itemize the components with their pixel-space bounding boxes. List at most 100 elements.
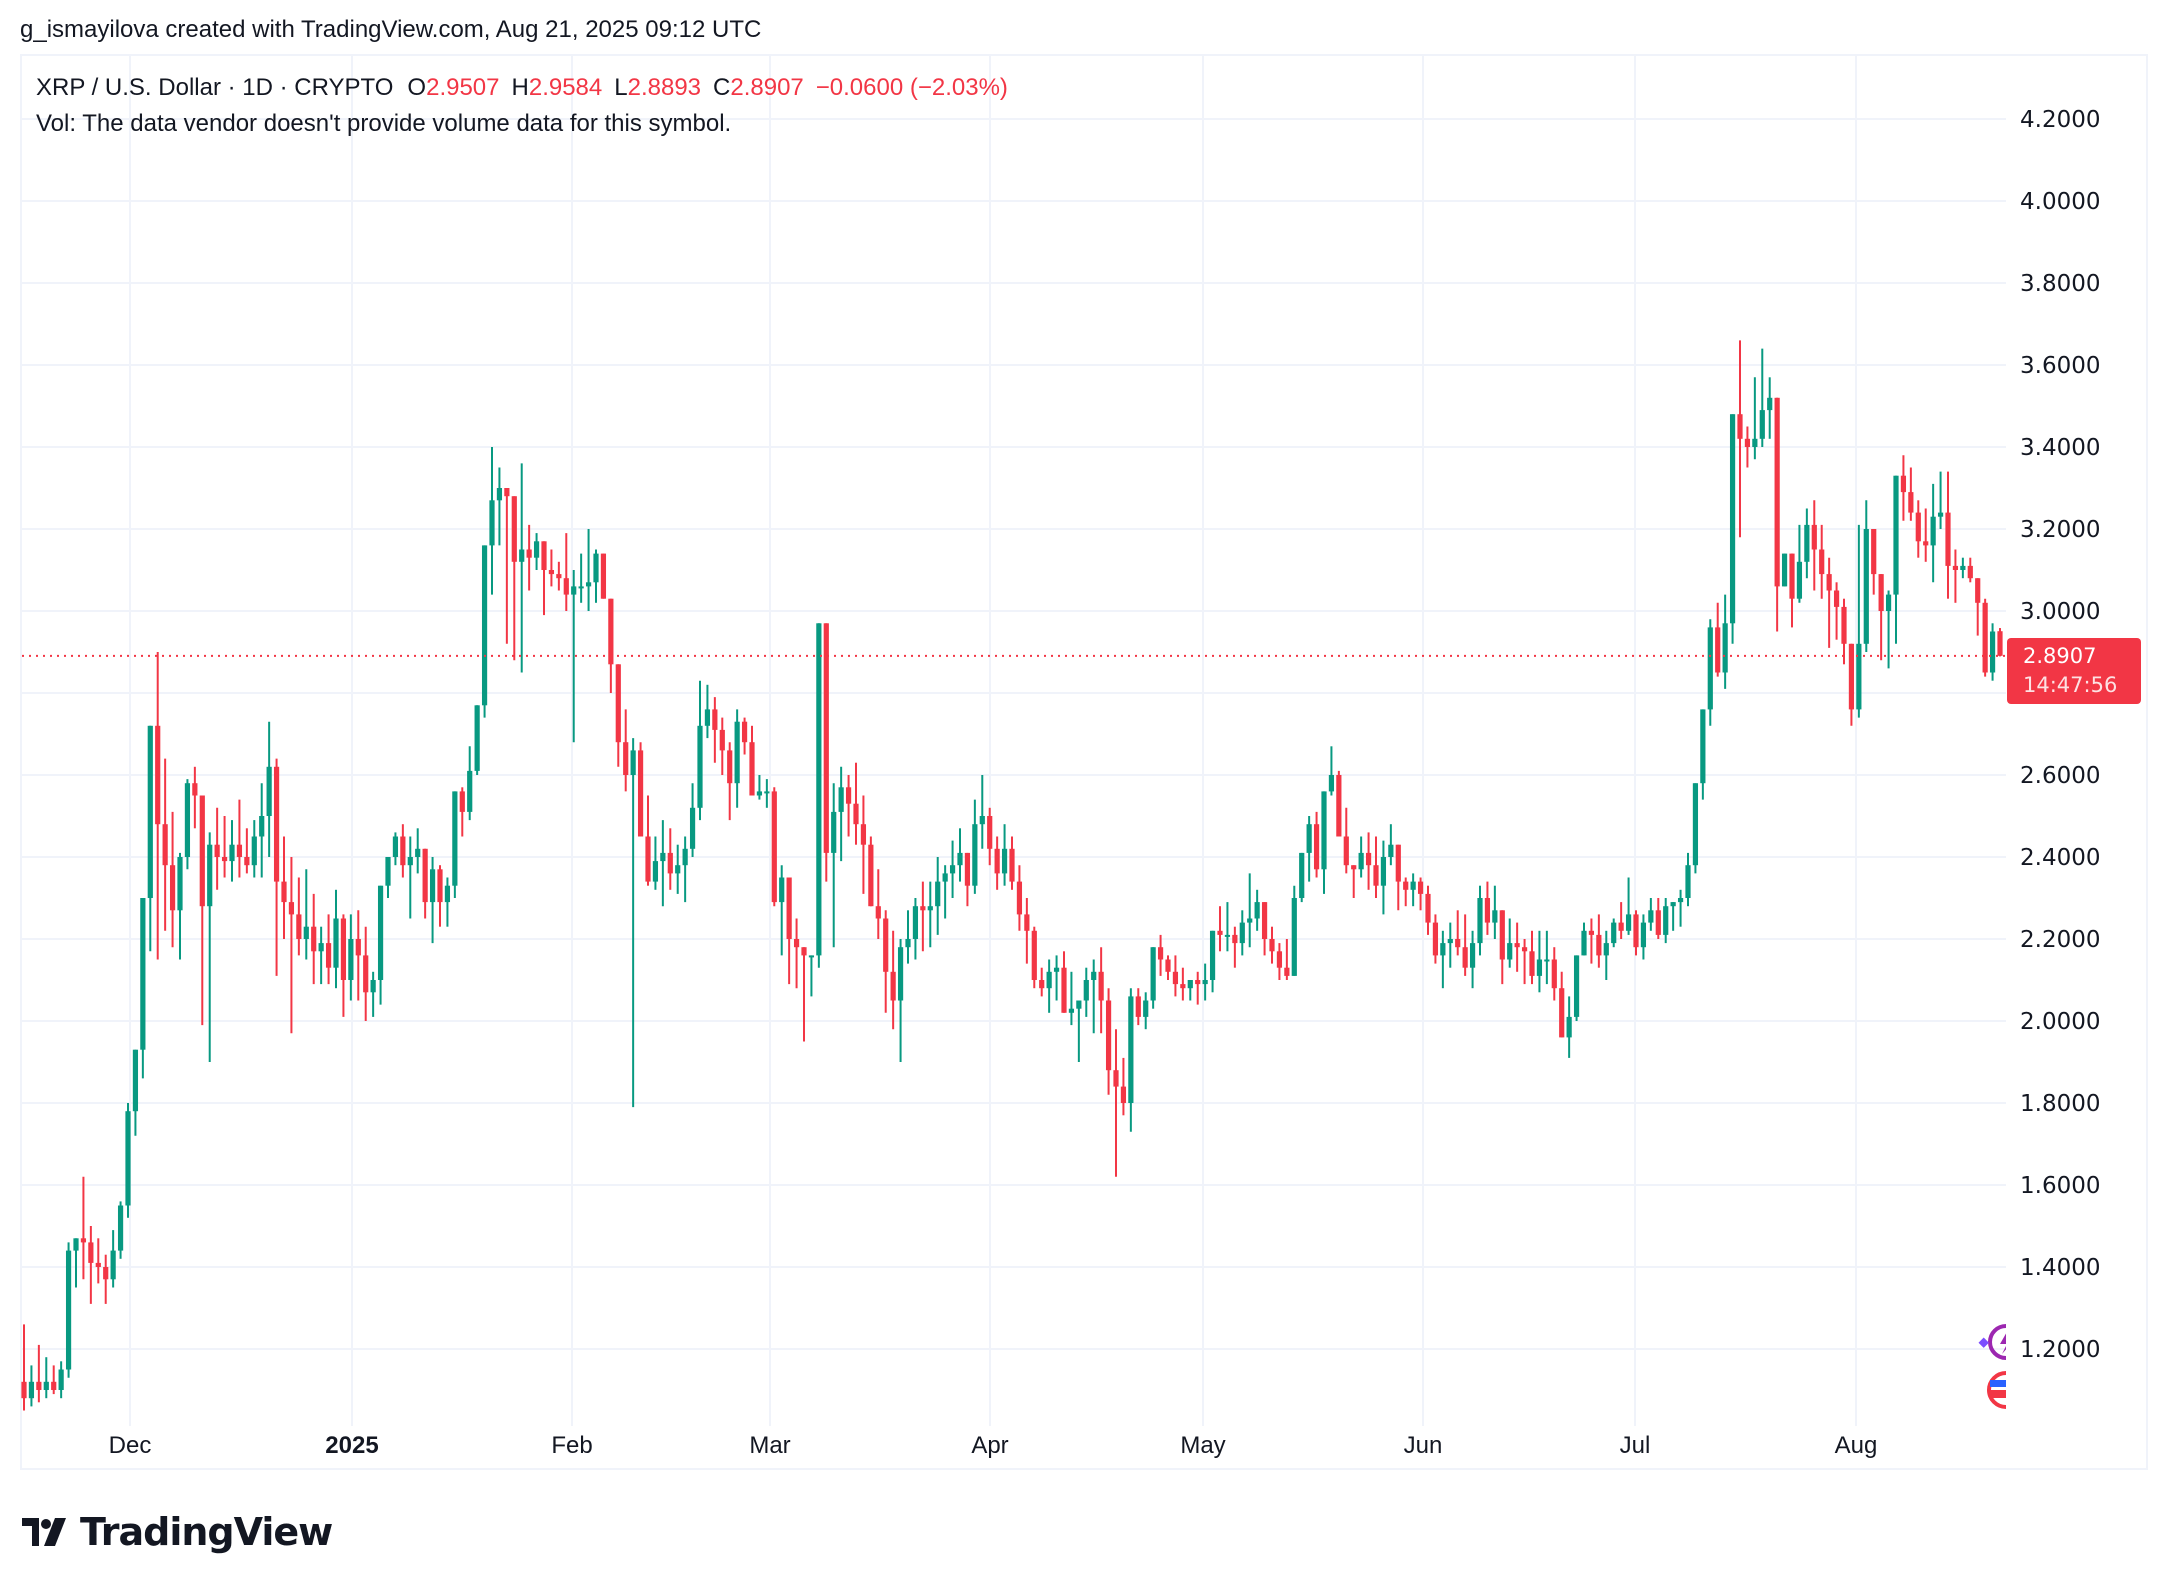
close-label: C <box>713 74 731 101</box>
candle-up <box>949 865 956 874</box>
candle-up <box>1640 922 1647 948</box>
candle-down <box>1596 934 1602 956</box>
candle-up <box>429 869 436 903</box>
tradingview-logo[interactable]: TradingView <box>22 1510 333 1554</box>
candle-down <box>1633 914 1639 948</box>
candle-down <box>563 578 569 595</box>
candle-up <box>452 791 458 886</box>
candle-up <box>979 816 985 825</box>
candle-up <box>1885 594 1892 611</box>
candle-up <box>251 836 257 866</box>
candle-down <box>1848 643 1855 710</box>
candle-up <box>28 1381 35 1399</box>
candle-up <box>1299 852 1305 898</box>
candle-down <box>1269 939 1275 952</box>
candle-up <box>682 848 688 866</box>
candle-up <box>1306 824 1312 853</box>
candle-up <box>1046 971 1052 989</box>
candle-down <box>1975 578 1981 603</box>
price-tick-label: 3.6000 <box>2020 353 2100 379</box>
close-value: 2.8907 <box>730 74 804 101</box>
candle-down <box>1165 959 1171 972</box>
candle-up <box>1469 943 1476 968</box>
candle-up <box>496 488 503 501</box>
candle-up <box>897 947 904 1001</box>
candle-up <box>1507 943 1513 960</box>
time-axis[interactable]: Dec 2025 Feb Mar Apr May Jun Jul Aug <box>109 1432 1878 1459</box>
candle-down <box>868 844 874 907</box>
candle-down <box>637 750 644 837</box>
candle-up <box>1781 553 1788 587</box>
candle-up <box>348 939 354 980</box>
candle-up <box>1856 643 1862 710</box>
candle-up <box>1091 971 1097 980</box>
candle-down <box>1016 881 1023 915</box>
candle-up <box>1648 910 1654 923</box>
candle-up <box>467 770 473 812</box>
candle-down <box>541 541 547 570</box>
candle-down <box>1336 775 1342 837</box>
candle-up <box>1291 898 1297 976</box>
candle-up <box>912 906 919 939</box>
candle-down <box>1113 1070 1119 1087</box>
ai-spark-icon[interactable] <box>1978 1324 2007 1360</box>
candle-down <box>1425 893 1431 923</box>
candle-up <box>1692 783 1699 866</box>
candle-up <box>1804 524 1810 562</box>
price-tick-label: 3.0000 <box>2020 599 2100 625</box>
candle-up <box>481 545 488 706</box>
candle-up <box>593 553 599 583</box>
candle-down <box>853 803 859 825</box>
candle-up <box>1707 627 1713 710</box>
candle-down <box>1655 910 1661 935</box>
candle-down <box>667 852 673 874</box>
symbol-title[interactable]: XRP / U.S. Dollar · 1D · CRYPTO <box>36 74 394 101</box>
tradingview-logo-icon <box>22 1518 66 1546</box>
candle-down <box>221 857 228 862</box>
candle-up <box>303 926 309 939</box>
time-tick-label: Jun <box>1404 1432 1443 1459</box>
candle-up <box>140 898 146 1050</box>
candle-up <box>229 844 235 862</box>
candle-down <box>400 836 406 866</box>
candle-down <box>1395 844 1401 882</box>
price-axis[interactable]: 4.2000 4.0000 3.8000 3.6000 3.4000 3.2000 3.00… <box>2020 107 2100 1363</box>
candle-up <box>816 623 822 956</box>
candle-down <box>51 1381 57 1390</box>
candle-down <box>1878 574 1884 611</box>
price-tick-label: 1.6000 <box>2020 1173 2100 1199</box>
candle-down <box>1521 947 1528 952</box>
candle-up <box>1358 852 1364 870</box>
price-tick-label: 3.4000 <box>2020 435 2100 461</box>
candle-down <box>1945 512 1951 566</box>
candle-up <box>838 787 844 812</box>
symbol-row: XRP / U.S. Dollar · 1D · CRYPTO O2.9507 H2… <box>36 70 1008 106</box>
candle-up <box>1380 857 1387 886</box>
candle-up <box>533 541 540 558</box>
chart-legend: XRP / U.S. Dollar · 1D · CRYPTO O2.9507 H2… <box>36 70 1008 142</box>
candle-down <box>556 574 562 579</box>
candle-down <box>1135 996 1141 1017</box>
price-tick-label: 1.8000 <box>2020 1091 2100 1117</box>
candle-down <box>741 721 748 743</box>
time-tick-label: Aug <box>1835 1432 1878 1459</box>
candle-up <box>1388 844 1394 857</box>
candle-down <box>1031 930 1037 980</box>
bar-countdown: 14:47:56 <box>2023 673 2118 697</box>
candle-down <box>1529 951 1535 976</box>
candle-down <box>994 848 1000 874</box>
volume-note: Vol: The data vendor doesn't provide vol… <box>36 110 732 137</box>
candle-up <box>58 1369 64 1390</box>
candle-up <box>1566 1016 1572 1038</box>
candle-down <box>883 918 889 972</box>
candle-down <box>890 971 896 1001</box>
candle-up <box>1143 1000 1149 1017</box>
candle-up <box>65 1250 72 1370</box>
candle-down <box>1833 590 1840 607</box>
candle-up <box>1670 902 1676 907</box>
candle-up <box>177 857 183 911</box>
candle-down <box>296 914 302 939</box>
candle-down <box>511 496 517 562</box>
us-flag-icon[interactable] <box>1987 1371 2006 1409</box>
